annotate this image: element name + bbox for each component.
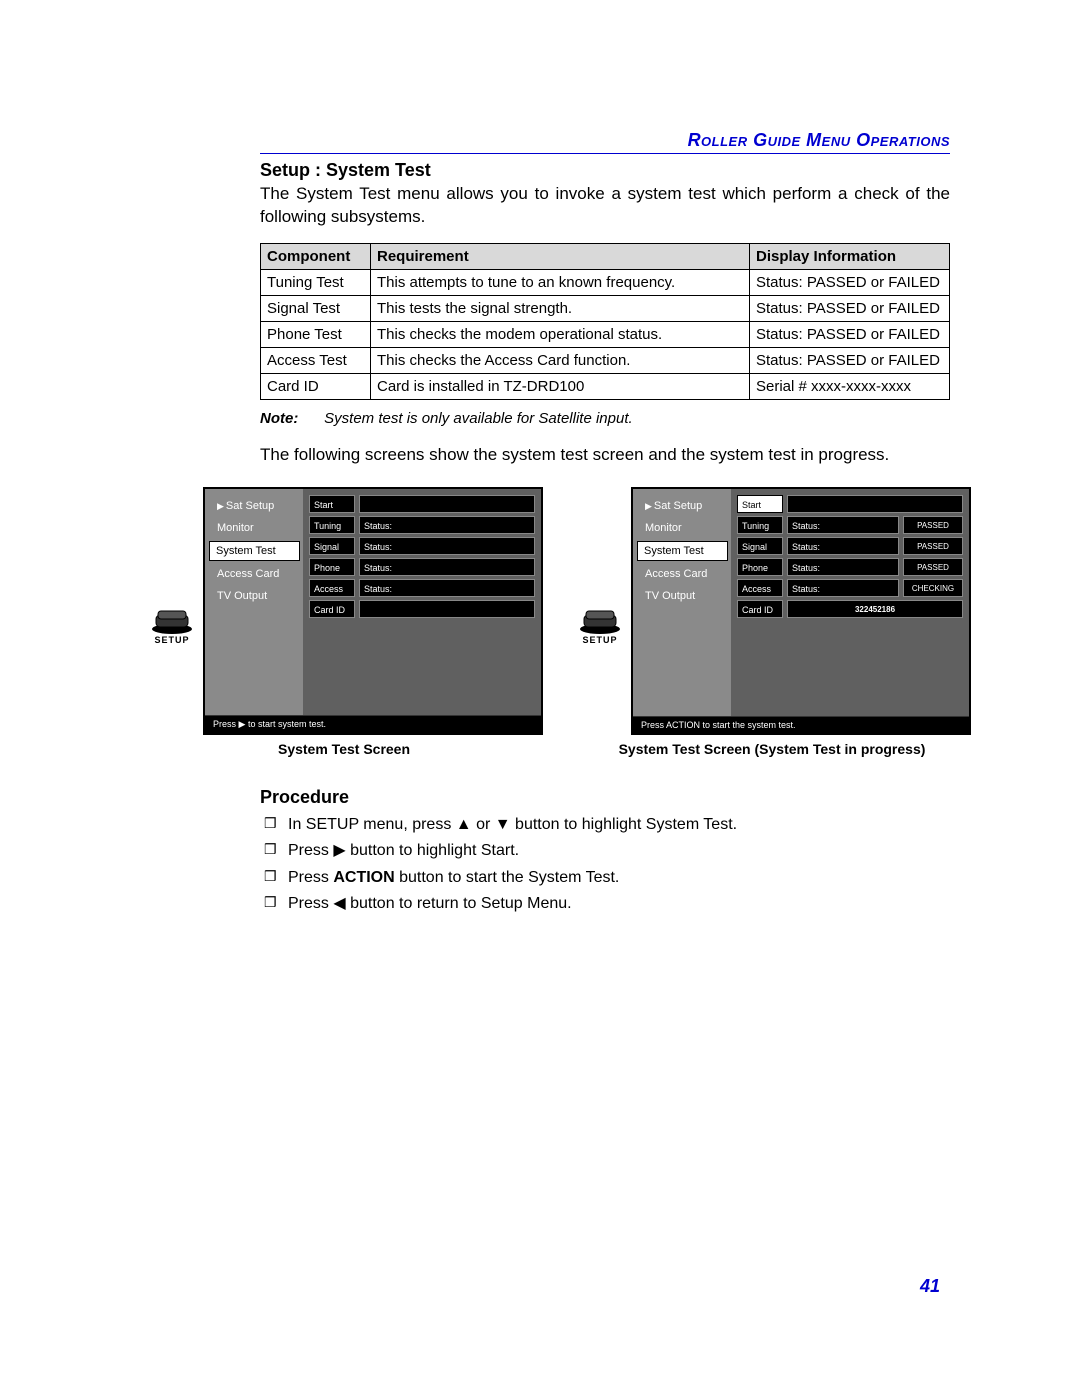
proc-step-3: Press ACTION button to start the System …: [260, 867, 950, 889]
row-label: Card ID: [309, 600, 355, 618]
test-row: AccessStatus:CHECKING: [737, 579, 963, 597]
row-label: Tuning: [309, 516, 355, 534]
test-row: Start: [309, 495, 535, 513]
test-row: TuningStatus:: [309, 516, 535, 534]
sidebar-item[interactable]: System Test: [637, 541, 728, 561]
osd-hint: Press ACTION to start the system test.: [633, 716, 969, 733]
sidebar-item[interactable]: System Test: [209, 541, 300, 561]
table-row: Signal TestThis tests the signal strengt…: [261, 295, 950, 321]
row-label[interactable]: Start: [737, 495, 783, 513]
th-component: Component: [261, 243, 371, 269]
row-label: Access: [309, 579, 355, 597]
intro-text: The System Test menu allows you to invok…: [260, 183, 950, 229]
sidebar-item[interactable]: Monitor: [633, 517, 731, 539]
row-label: Signal: [737, 537, 783, 555]
test-row: PhoneStatus:PASSED: [737, 558, 963, 576]
row-value: [359, 600, 535, 618]
right-arrow-icon: ▶: [333, 840, 345, 862]
test-row: Card ID322452186: [737, 600, 963, 618]
osd-main: StartTuningStatus:PASSEDSignalStatus:PAS…: [731, 489, 969, 716]
proc-step-1: In SETUP menu, press ▲ or ▼ button to hi…: [260, 814, 950, 836]
test-row: Start: [737, 495, 963, 513]
sidebar-item[interactable]: Access Card: [633, 563, 731, 585]
osd-sidebar: ▶Sat SetupMonitorSystem TestAccess CardT…: [633, 489, 731, 716]
row-status: Status:: [359, 558, 535, 576]
row-label: Signal: [309, 537, 355, 555]
sidebar-item[interactable]: ▶Sat Setup: [633, 495, 731, 517]
down-arrow-icon: ▼: [495, 814, 511, 836]
row-label: Tuning: [737, 516, 783, 534]
row-label: Access: [737, 579, 783, 597]
osd-screen-2: ▶Sat SetupMonitorSystem TestAccess CardT…: [631, 487, 971, 735]
screen-caption-2: System Test Screen (System Test in progr…: [619, 741, 926, 757]
up-arrow-icon: ▲: [456, 814, 472, 836]
header-divider: [260, 153, 950, 154]
row-status: Status:: [359, 579, 535, 597]
row-result: PASSED: [903, 558, 963, 576]
setup-icon: SETUP: [573, 605, 627, 645]
row-result: PASSED: [903, 516, 963, 534]
row-result: PASSED: [903, 537, 963, 555]
test-row: SignalStatus:: [309, 537, 535, 555]
row-value: [787, 495, 963, 513]
component-table: Component Requirement Display Informatio…: [260, 243, 950, 400]
row-status: Status:: [787, 558, 899, 576]
screen-block-2: SETUP ▶Sat SetupMonitorSystem TestAccess…: [573, 487, 971, 757]
test-row: AccessStatus:: [309, 579, 535, 597]
osd-screen-1: ▶Sat SetupMonitorSystem TestAccess CardT…: [203, 487, 543, 735]
setup-icon-label: SETUP: [154, 635, 189, 645]
osd-hint: Press ▶ to start system test.: [205, 715, 541, 733]
table-row: Tuning TestThis attempts to tune to an k…: [261, 269, 950, 295]
row-status: Status:: [787, 537, 899, 555]
screen-caption-1: System Test Screen: [278, 741, 410, 757]
sidebar-item[interactable]: ▶Sat Setup: [205, 495, 303, 517]
osd-sidebar: ▶Sat SetupMonitorSystem TestAccess CardT…: [205, 489, 303, 715]
th-requirement: Requirement: [371, 243, 750, 269]
sidebar-item[interactable]: Access Card: [205, 563, 303, 585]
table-row: Access TestThis checks the Access Card f…: [261, 347, 950, 373]
header-title: Roller Guide Menu Operations: [260, 130, 950, 151]
left-arrow-icon: ◀: [333, 893, 345, 915]
proc-step-2: Press ▶ button to highlight Start.: [260, 840, 950, 862]
note: Note: System test is only available for …: [260, 410, 950, 427]
row-status: Status:: [787, 516, 899, 534]
section-heading: Setup : System Test: [260, 160, 950, 181]
test-row: Card ID: [309, 600, 535, 618]
note-text: System test is only available for Satell…: [324, 410, 632, 427]
row-status: Status:: [359, 516, 535, 534]
test-row: TuningStatus:PASSED: [737, 516, 963, 534]
test-row: PhoneStatus:: [309, 558, 535, 576]
followup-text: The following screens show the system te…: [260, 445, 950, 465]
procedure-heading: Procedure: [260, 787, 950, 808]
osd-main: StartTuningStatus:SignalStatus:PhoneStat…: [303, 489, 541, 715]
table-row: Card IDCard is installed in TZ-DRD100Ser…: [261, 373, 950, 399]
sidebar-item[interactable]: TV Output: [205, 585, 303, 607]
sidebar-item[interactable]: Monitor: [205, 517, 303, 539]
proc-step-4: Press ◀ button to return to Setup Menu.: [260, 893, 950, 915]
sidebar-item[interactable]: TV Output: [633, 585, 731, 607]
setup-icon: SETUP: [145, 605, 199, 645]
note-label: Note:: [260, 410, 320, 427]
table-row: Phone TestThis checks the modem operatio…: [261, 321, 950, 347]
row-status: Status:: [359, 537, 535, 555]
row-value: 322452186: [787, 600, 963, 618]
row-status: Status:: [787, 579, 899, 597]
page-number: 41: [920, 1276, 940, 1297]
row-label: Phone: [737, 558, 783, 576]
th-display: Display Information: [750, 243, 950, 269]
row-value: [359, 495, 535, 513]
procedure-list: In SETUP menu, press ▲ or ▼ button to hi…: [260, 814, 950, 916]
screen-block-1: SETUP ▶Sat SetupMonitorSystem TestAccess…: [145, 487, 543, 757]
row-label: Card ID: [737, 600, 783, 618]
action-label: ACTION: [333, 869, 394, 886]
row-result: CHECKING: [903, 579, 963, 597]
screens-row: SETUP ▶Sat SetupMonitorSystem TestAccess…: [145, 487, 950, 757]
setup-icon-label: SETUP: [582, 635, 617, 645]
test-row: SignalStatus:PASSED: [737, 537, 963, 555]
row-label: Phone: [309, 558, 355, 576]
row-label[interactable]: Start: [309, 495, 355, 513]
